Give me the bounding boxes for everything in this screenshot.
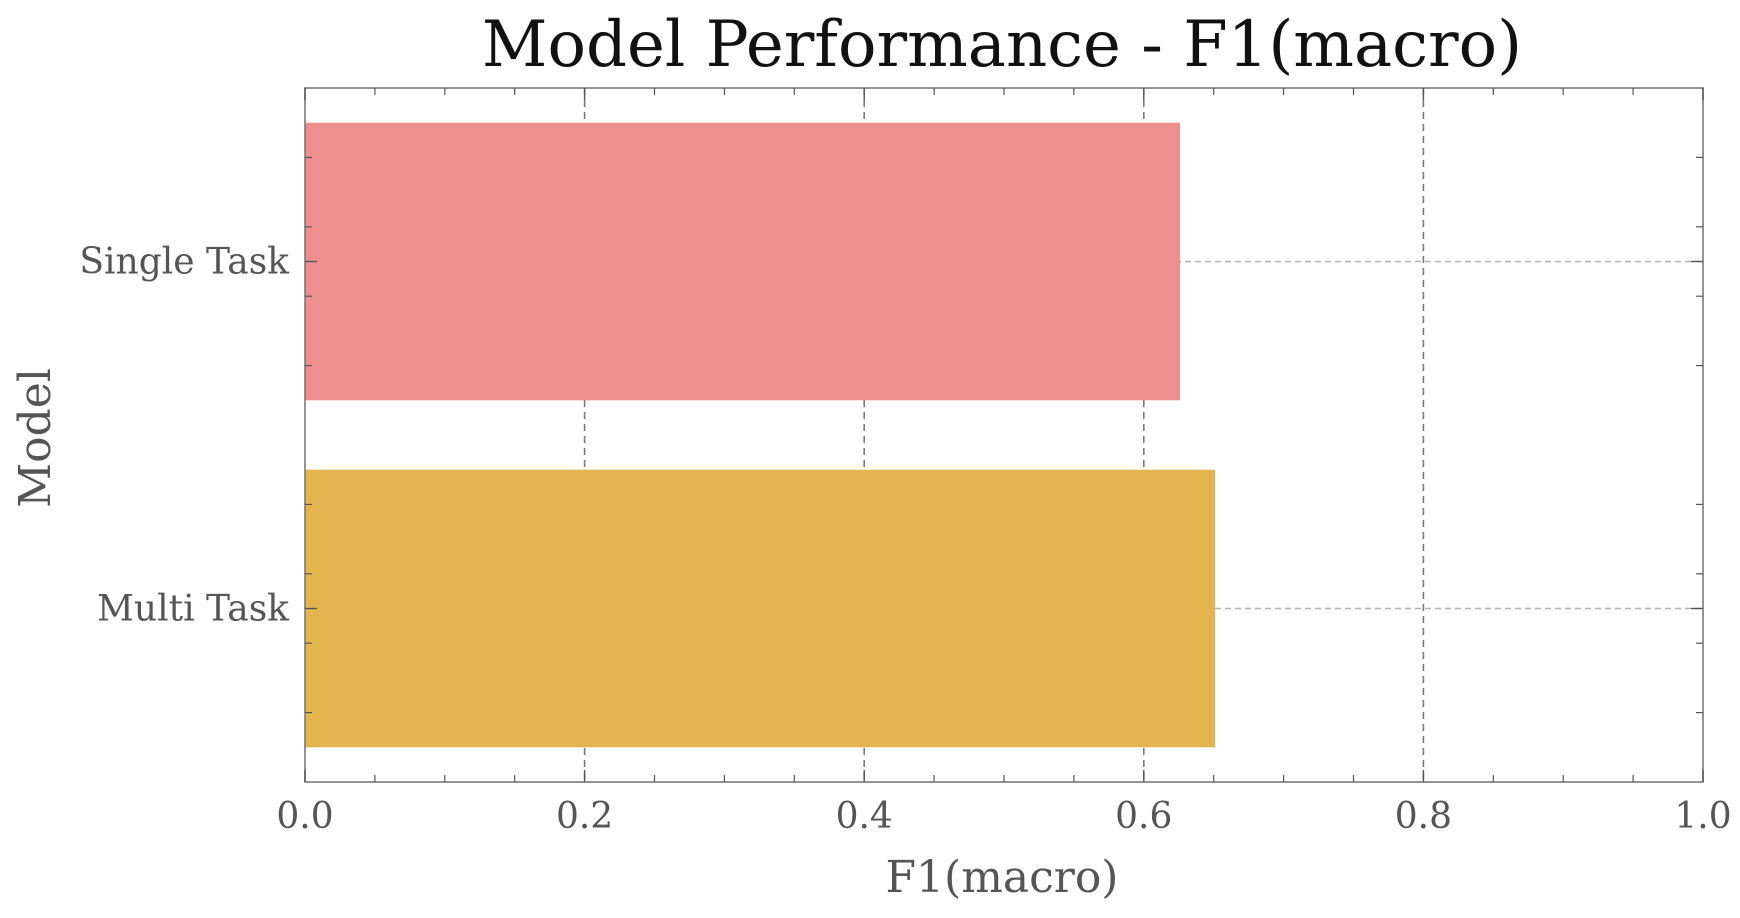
x-tick-label: 0.8: [1395, 796, 1452, 837]
x-tick-label: 1.0: [1674, 796, 1731, 837]
x-tick-label: 0.4: [836, 796, 893, 837]
y-axis-label: Model: [10, 368, 61, 508]
y-tick-label: Single Task: [79, 242, 290, 283]
tick-labels: 0.0 0.2 0.4 0.6 0.8 1.0 Single Task Multi Task: [79, 242, 1731, 838]
bar-single-task: [305, 122, 1181, 401]
bar-multi-task: [305, 469, 1216, 748]
axes: [304, 87, 1704, 783]
x-axis-label: F1(macro): [886, 852, 1119, 903]
chart-title: Model Performance - F1(macro): [482, 8, 1522, 82]
bars: [305, 122, 1216, 748]
x-tick-label: 0.0: [276, 796, 333, 837]
x-tick-label: 0.6: [1115, 796, 1172, 837]
y-tick-label: Multi Task: [97, 589, 290, 630]
x-tick-label: 0.2: [556, 796, 613, 837]
